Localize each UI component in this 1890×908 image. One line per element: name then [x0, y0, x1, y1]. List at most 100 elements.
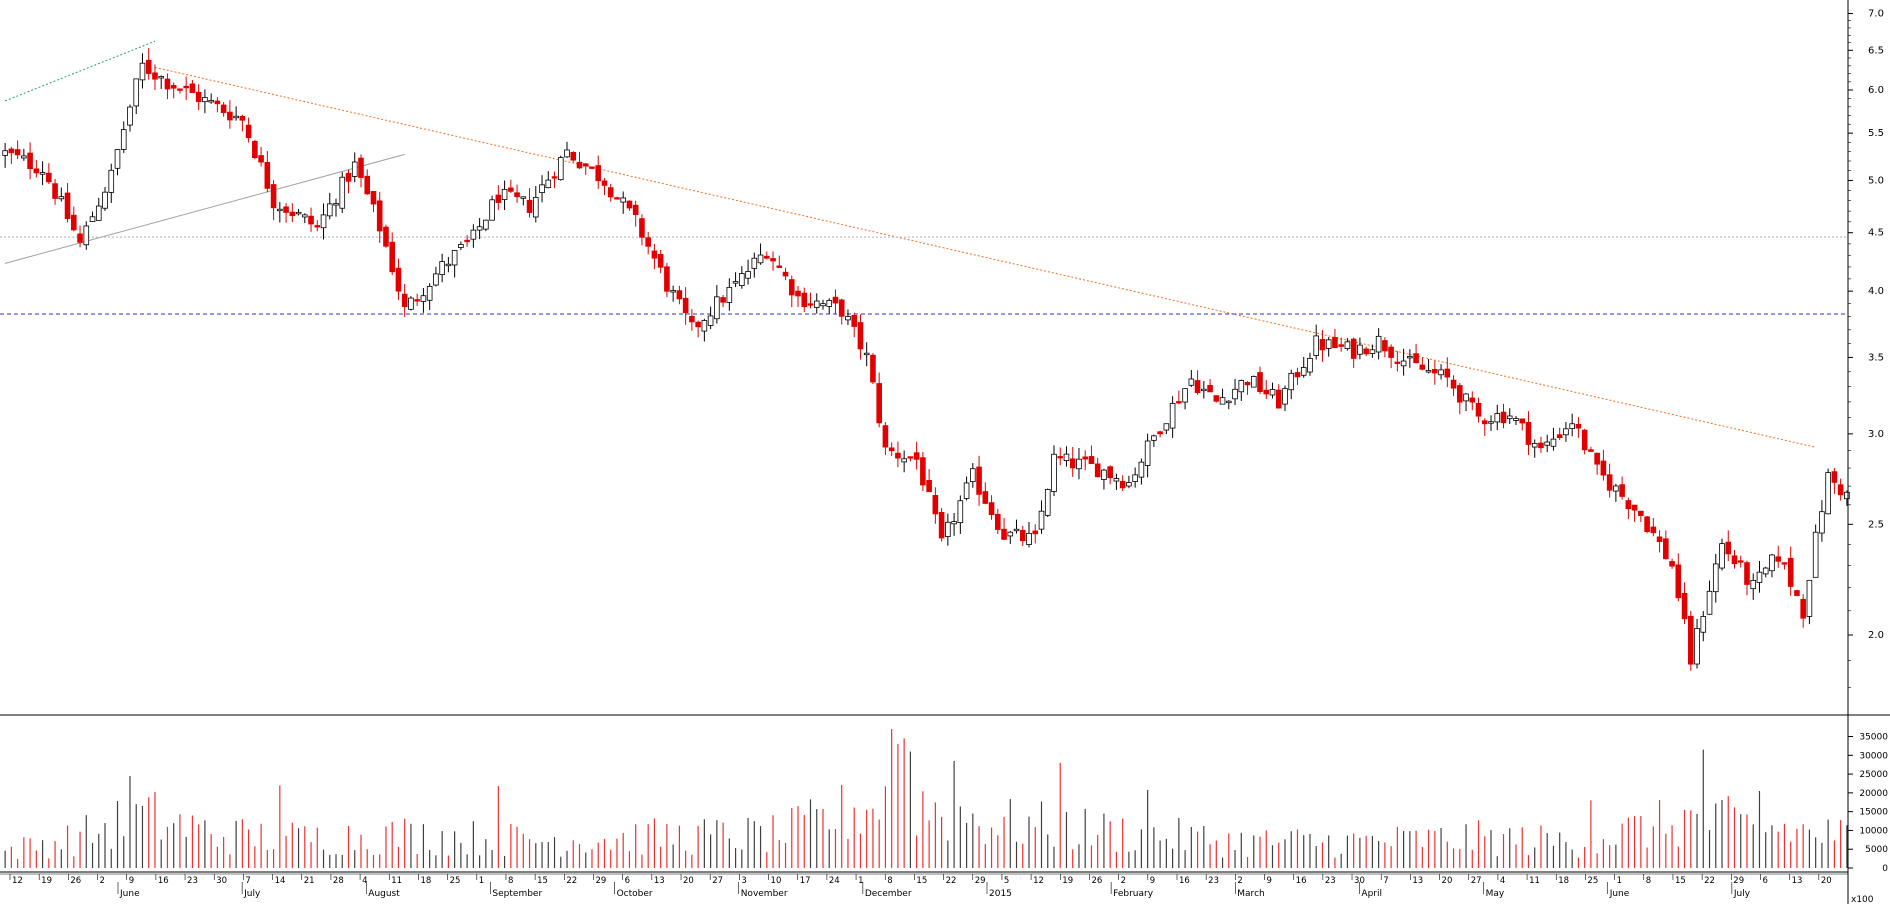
candle: [1837, 478, 1844, 501]
candle: [1275, 384, 1282, 409]
candle: [838, 298, 845, 325]
candle-body: [545, 179, 552, 189]
day-label: 23: [187, 876, 198, 886]
candle: [52, 179, 58, 205]
candle-body: [1069, 458, 1076, 469]
candle: [763, 251, 770, 260]
candle-body: [857, 322, 864, 350]
candle: [376, 191, 383, 243]
candle: [1307, 352, 1313, 376]
day-label: 30: [216, 876, 227, 886]
candle: [1363, 346, 1369, 357]
candle-body: [1194, 380, 1201, 393]
candle-body: [508, 187, 514, 192]
candle-body: [945, 521, 951, 538]
candle-body: [920, 457, 926, 486]
candle: [1438, 364, 1444, 380]
candle-body: [64, 192, 71, 220]
candle-body: [720, 297, 726, 303]
candle-body: [782, 271, 789, 277]
candle-body: [1781, 562, 1788, 565]
candle: [8, 146, 15, 164]
candle: [1681, 582, 1688, 625]
candle: [607, 183, 614, 202]
day-label: 24: [829, 876, 840, 886]
candle: [1694, 618, 1700, 669]
candle: [932, 487, 939, 524]
candle: [1825, 468, 1831, 515]
candle: [283, 203, 289, 223]
candle-body: [1425, 370, 1432, 373]
candle-body: [1269, 389, 1276, 396]
candle: [707, 306, 714, 330]
candle-body: [239, 116, 246, 121]
uptrend-channel-top-line: [4, 40, 156, 102]
candle: [1194, 370, 1201, 395]
candle-body: [707, 315, 714, 326]
candle-body: [682, 297, 689, 314]
candle: [595, 155, 602, 189]
day-label: 18: [420, 876, 431, 886]
candle: [433, 266, 439, 287]
candle-body: [982, 491, 989, 504]
candle-body: [557, 157, 564, 181]
candle-body: [301, 214, 308, 218]
candle: [139, 53, 146, 89]
candle-body: [451, 250, 458, 266]
candle-body: [838, 299, 845, 317]
candle: [1769, 553, 1775, 578]
candle: [420, 288, 427, 313]
candle-body: [1076, 458, 1082, 470]
day-label: 10: [771, 876, 782, 886]
candle: [945, 513, 951, 546]
candle: [701, 318, 708, 342]
candle-body: [520, 196, 527, 199]
candle: [1207, 378, 1213, 393]
candle-body: [526, 199, 533, 213]
volume-tick-label: 5000: [1865, 845, 1888, 855]
candle: [1775, 545, 1782, 568]
month-label: February: [1113, 889, 1154, 899]
candle: [1675, 553, 1682, 602]
candle-body: [1275, 389, 1282, 409]
candle: [1463, 393, 1469, 412]
candle: [714, 285, 720, 324]
day-label: 30: [1354, 876, 1365, 886]
candle: [970, 463, 976, 488]
day-label: 8: [508, 876, 513, 886]
candle: [620, 191, 627, 214]
candle-body: [1113, 478, 1120, 482]
day-label: 20: [683, 876, 694, 886]
candle-body: [1544, 441, 1551, 446]
candle: [102, 187, 108, 211]
candle: [539, 175, 545, 203]
candle-body: [1257, 372, 1263, 393]
month-label: April: [1361, 889, 1382, 899]
candle: [1606, 463, 1613, 498]
candle: [851, 312, 858, 338]
candle-body: [1407, 356, 1413, 359]
day-label: 29: [595, 876, 606, 886]
candle: [470, 224, 477, 248]
day-label: 1: [858, 876, 863, 886]
candle-body: [1144, 440, 1151, 466]
candle-body: [483, 219, 489, 230]
candle: [1719, 538, 1725, 571]
candle: [264, 151, 271, 193]
candle: [1269, 382, 1276, 399]
candle: [320, 203, 327, 240]
candle: [1051, 445, 1057, 497]
candle: [1425, 358, 1432, 374]
candle: [1313, 324, 1320, 360]
candle-body: [1132, 474, 1138, 482]
candle-body: [1344, 341, 1351, 349]
candle: [308, 207, 314, 232]
day-label: 14: [275, 876, 286, 886]
candle-body: [1213, 395, 1220, 402]
candle: [183, 76, 189, 100]
candle-body: [1756, 571, 1763, 583]
candle-body: [788, 279, 795, 296]
day-label: 23: [1325, 876, 1336, 886]
candle-body: [751, 257, 758, 269]
month-label: March: [1237, 889, 1264, 899]
